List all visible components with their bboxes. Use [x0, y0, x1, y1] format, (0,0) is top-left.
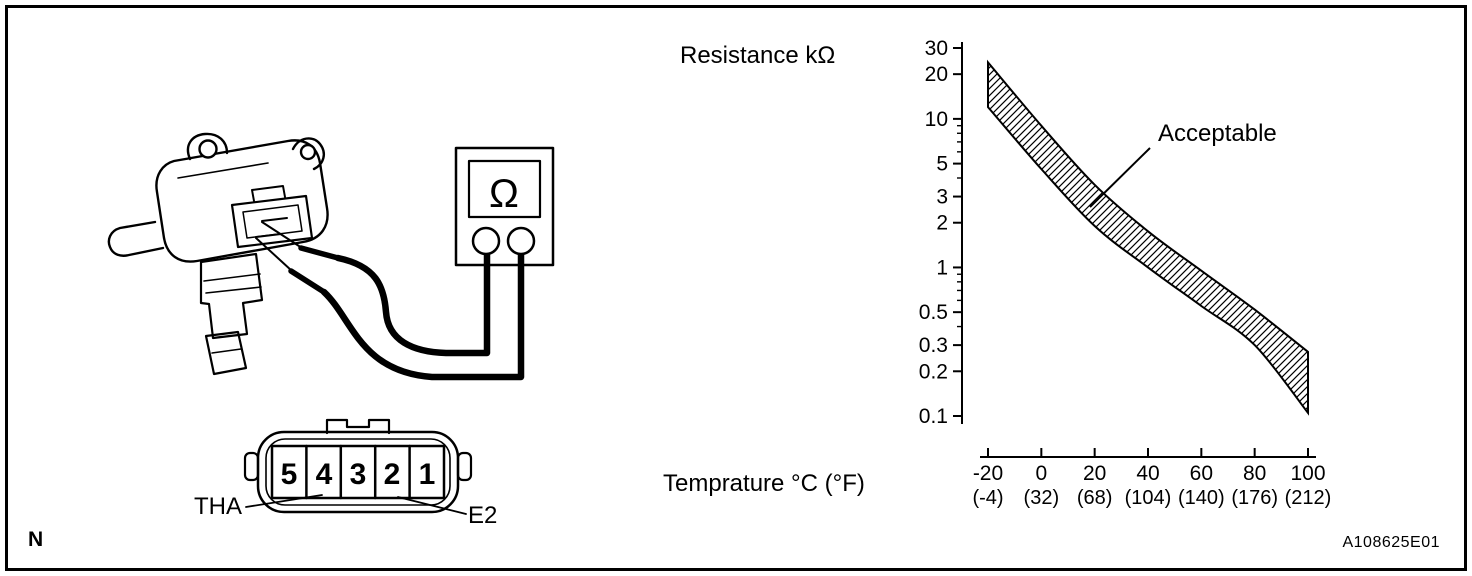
- chart-title: Resistance kΩ: [680, 42, 836, 69]
- ohmmeter-body: [454, 146, 555, 267]
- acceptable-band: [987, 59, 1309, 416]
- y-tick-label: 30: [925, 37, 948, 60]
- y-tick-label: 20: [925, 63, 948, 86]
- sensor-test-illustration: Ω: [107, 132, 555, 381]
- sensor-left-tab: [107, 220, 165, 257]
- pin-dividers: [305, 444, 411, 500]
- y-tick-label: 1: [936, 256, 948, 279]
- sensor-top-ear: [186, 132, 229, 161]
- y-tick-label: 5: [936, 153, 948, 176]
- y-tick-label: 0.2: [919, 360, 948, 383]
- connector-outline-inner: [265, 438, 451, 506]
- tha-leader-line: [245, 494, 323, 508]
- connector-shroud: [230, 194, 314, 249]
- ohmmeter-terminal-1: [471, 226, 501, 256]
- connector-left-lug: [243, 451, 260, 482]
- x-tick-label-celsius: 40: [1136, 462, 1159, 485]
- ohmmeter-symbol: Ω: [489, 172, 519, 216]
- figure-border: [5, 5, 1467, 571]
- sensor-ridge-line: [177, 162, 269, 179]
- acceptable-label: Acceptable: [1158, 120, 1277, 147]
- pin-number-4: 4: [316, 458, 333, 491]
- connector-pin-a: [261, 217, 288, 222]
- x-tick-label-fahrenheit: (176): [1231, 487, 1278, 509]
- connector-shroud-inner: [242, 204, 303, 239]
- x-tick-label-celsius: 0: [1035, 462, 1047, 485]
- connector-right-lug: [456, 451, 473, 482]
- pin-number-5: 5: [281, 458, 298, 491]
- x-axis-title: Temprature °C (°F): [663, 470, 865, 497]
- x-tick-label-fahrenheit: (32): [1024, 487, 1060, 509]
- sensor-bottom-tab: [204, 330, 248, 376]
- connector-pin-b: [255, 233, 282, 238]
- sensor-stem: [199, 252, 264, 340]
- x-tick-label-celsius: -20: [973, 462, 1003, 485]
- y-tick-label: 2: [936, 212, 948, 235]
- tha-label: THA: [194, 493, 242, 520]
- y-tick-label: 0.1: [919, 405, 948, 428]
- ohmmeter-terminal-2: [506, 226, 536, 256]
- pin-box: [270, 444, 446, 500]
- sensor-stem-rib: [203, 273, 261, 282]
- pin-number-1: 1: [419, 458, 436, 491]
- ohmmeter: [467, 159, 542, 256]
- corner-mark: N: [28, 528, 44, 551]
- x-tick-label-fahrenheit: (104): [1125, 487, 1172, 509]
- connector-top-tab: [325, 418, 391, 435]
- x-tick-label-celsius: 20: [1083, 462, 1106, 485]
- ohmmeter-display: [467, 159, 542, 219]
- x-tick-label-fahrenheit: (140): [1178, 487, 1225, 509]
- test-lead-wires: [320, 243, 525, 381]
- y-tick-label: 0.3: [919, 334, 948, 357]
- sensor-stem-rib2: [205, 286, 262, 294]
- x-tick-label-fahrenheit: (68): [1077, 487, 1113, 509]
- probe-1-handle: [298, 245, 341, 261]
- connector-face-view: 5 4 3 2 1 THA E2: [194, 418, 497, 529]
- sensor-right-ear: [291, 137, 326, 171]
- e2-label: E2: [468, 502, 497, 529]
- sensor-top-ear-hole: [198, 139, 218, 159]
- test-lead-wire-2: [320, 243, 525, 381]
- doc-code: A108625E01: [1342, 534, 1440, 551]
- y-tick-label: 10: [925, 108, 948, 131]
- connector-lock-tab: [251, 185, 286, 202]
- acceptable-leader-line: [1089, 147, 1151, 208]
- x-tick-label-fahrenheit: (-4): [972, 487, 1003, 509]
- sensor-bottom-tab-line: [211, 348, 242, 354]
- pin-number-2: 2: [384, 458, 401, 491]
- sensor-illustration: [107, 132, 329, 376]
- sensor-right-ear-hole: [299, 143, 317, 161]
- y-tick-label: 3: [936, 186, 948, 209]
- test-probes: [255, 221, 341, 295]
- test-lead-wire-1: [334, 243, 491, 357]
- probe-2-needle: [255, 237, 293, 272]
- probe-2-handle: [288, 268, 327, 295]
- resistance-chart: 30201053210.50.30.20.1-20(-4)0(32)20(68)…: [919, 37, 1332, 509]
- pin-number-3: 3: [350, 458, 367, 491]
- x-tick-label-fahrenheit: (212): [1285, 487, 1332, 509]
- sensor-body: [155, 139, 329, 263]
- x-tick-label-celsius: 60: [1190, 462, 1213, 485]
- e2-leader-line: [397, 496, 467, 515]
- x-tick-label-celsius: 80: [1243, 462, 1266, 485]
- probe-1-needle: [261, 221, 303, 249]
- y-tick-label: 0.5: [919, 301, 948, 324]
- x-tick-label-celsius: 100: [1290, 462, 1325, 485]
